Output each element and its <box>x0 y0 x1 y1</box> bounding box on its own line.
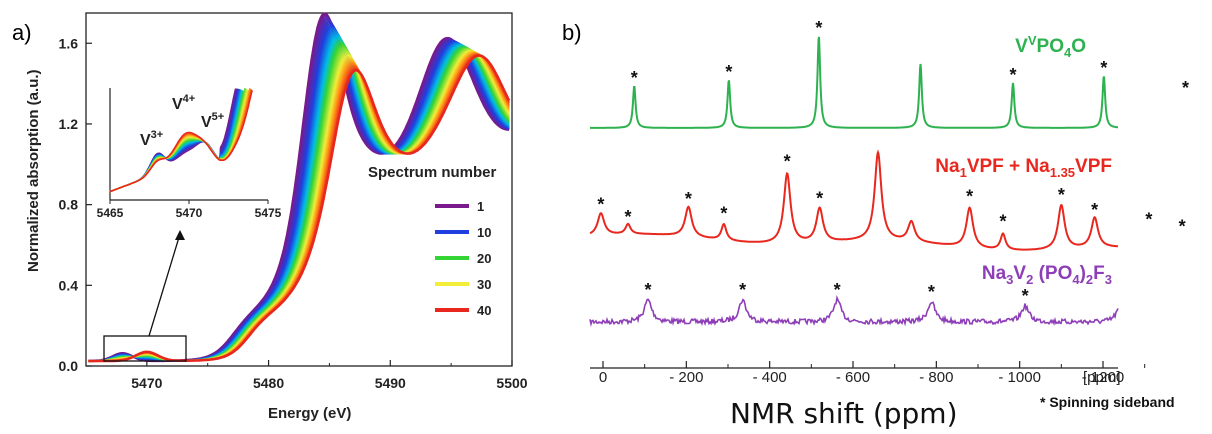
v4-label: V4+ <box>172 93 195 113</box>
sideband-star: * <box>597 194 604 214</box>
panel-a-label: a) <box>12 20 32 45</box>
zoom-box <box>103 335 187 362</box>
legend-title: Spectrum number <box>368 164 497 181</box>
sideband-star: * <box>1091 200 1098 220</box>
zoom-arrow <box>148 233 181 337</box>
sideband-star: * <box>784 152 791 172</box>
sideband-star: * <box>928 282 935 302</box>
zoom-arrow-head <box>175 230 185 240</box>
sideband-star: * <box>725 62 732 82</box>
sideband-star: * <box>1022 286 1029 306</box>
nmr-tick-label: 0 <box>599 369 607 386</box>
legend-label: 20 <box>477 251 491 266</box>
series-label-na-vpf: Na1VPF + Na1.35VPF <box>935 156 1112 180</box>
sideband-star: * <box>624 207 631 227</box>
sideband-star: * <box>815 18 822 38</box>
inset-x-tick-label: 5470 <box>176 206 203 220</box>
y-tick-label: 1.6 <box>59 35 79 51</box>
x-tick-label: 5500 <box>496 375 527 391</box>
legend-label: 1 <box>477 199 484 214</box>
nmr-spectrum-vpo4o <box>590 36 1118 129</box>
x-tick-label: 5470 <box>131 375 162 391</box>
legend-label: 10 <box>477 225 491 240</box>
sideband-star: * <box>1179 217 1186 237</box>
legend: Spectrum number 1 10 20 30 40 <box>368 164 497 318</box>
inset-x-ticks: 5465 5470 5475 <box>97 200 282 220</box>
nmr-spectrum-nvpf <box>589 294 1119 327</box>
panel-a-frame <box>85 12 513 367</box>
sideband-star: * <box>685 189 692 209</box>
spectrum-line <box>88 54 511 363</box>
nmr-tick-label: - 600 <box>836 369 870 386</box>
inset-spectrum-line <box>109 90 253 193</box>
panel-b-spectra: * * * * * * * * * * * * * * * * * * * * * * * <box>589 18 1189 327</box>
sideband-star: * <box>1058 185 1065 205</box>
legend-label: 30 <box>477 277 491 292</box>
sideband-star: * <box>999 212 1006 232</box>
nmr-tick-label: - 200 <box>669 369 703 386</box>
panel-a-y-ticks: 0.0 0.4 0.8 1.2 1.6 <box>59 35 92 374</box>
panel-a-x-ticks: 5470 5480 5490 5500 <box>85 360 528 391</box>
inset-x-tick-label: 5465 <box>97 206 124 220</box>
nmr-tick-label: - 1000 <box>998 369 1041 386</box>
x-tick-label: 5490 <box>375 375 406 391</box>
series-label-vpo4o: VVPO4O <box>1015 33 1086 60</box>
inset-plot: 5465 5470 5475 V3+ V4+ V5+ <box>97 87 282 220</box>
nmr-tick-label: - 400 <box>753 369 787 386</box>
panel-b-x-ticks: 0 - 200 - 400 - 600 - 800 - 1000 - 1200 <box>599 361 1146 386</box>
inset-x-tick-label: 5475 <box>255 206 282 220</box>
panel-a-x-label: Energy (eV) <box>268 405 351 422</box>
series-label-nvpf: Na3V2 (PO4)2F3 <box>982 263 1112 287</box>
sideband-star: * <box>1100 58 1107 78</box>
v3-label: V3+ <box>140 129 163 149</box>
panel-a-y-label: Normalized absorption (a.u.) <box>25 69 42 272</box>
inset-spectra <box>109 87 253 193</box>
nmr-tick-label: - 800 <box>919 369 953 386</box>
panel-b-ppm-unit: [ppm] <box>1083 369 1121 386</box>
v5-label: V5+ <box>201 111 224 131</box>
sideband-star: * <box>1182 78 1189 98</box>
panel-b-label: b) <box>562 20 582 45</box>
y-tick-label: 0.4 <box>59 277 79 293</box>
sideband-star: * <box>834 280 841 300</box>
y-tick-label: 0.0 <box>59 358 79 374</box>
sideband-note: * Spinning sideband <box>1040 394 1175 410</box>
panel-b-x-label: NMR shift (ppm) <box>730 397 958 430</box>
x-tick-label: 5480 <box>253 375 284 391</box>
sideband-star: * <box>644 280 651 300</box>
sideband-star: * <box>966 187 973 207</box>
panel-b-series-labels: VVPO4O Na1VPF + Na1.35VPF Na3V2 (PO4)2F3 <box>935 33 1112 287</box>
nmr-spectrum-na-vpf <box>589 149 1119 251</box>
legend-label: 40 <box>477 303 491 318</box>
sideband-star: * <box>720 204 727 224</box>
sideband-star: * <box>1145 210 1152 230</box>
sideband-star: * <box>631 68 638 88</box>
y-tick-label: 1.2 <box>59 116 79 132</box>
y-tick-label: 0.8 <box>59 197 79 213</box>
sideband-star: * <box>739 280 746 300</box>
sideband-star: * <box>816 188 823 208</box>
nmr-tick-label: - 1200 <box>1082 369 1125 386</box>
sideband-star: * <box>1009 65 1016 85</box>
